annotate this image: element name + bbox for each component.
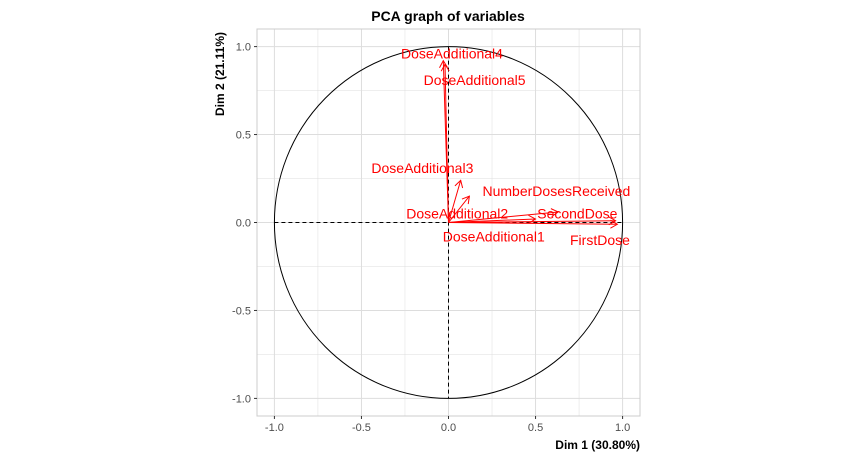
x-tick-label: 0.5: [528, 422, 543, 434]
label-seconddose: SecondDose: [537, 206, 617, 222]
label-layer: DoseAdditional4 DoseAdditional5 DoseAdditi…: [371, 46, 630, 248]
y-tick-label: 0.0: [236, 218, 251, 230]
y-tick-label: -0.5: [232, 305, 251, 317]
label-firstdose: FirstDose: [570, 232, 630, 248]
arrowhead-doseadditional3: [454, 179, 464, 189]
arrowhead-numberdosesreceived: [550, 208, 560, 217]
x-tick-label: 1.0: [615, 422, 630, 434]
arrowhead-doseadditional2: [461, 195, 471, 205]
chart-title: PCA graph of variables: [371, 8, 525, 24]
arrowhead-firstdose: [610, 219, 619, 229]
arrowhead-seconddose: [608, 216, 617, 226]
arrowhead-doseadditional1: [528, 214, 537, 224]
y-tick-label: 0.5: [236, 130, 251, 142]
arrow-layer: [439, 59, 619, 229]
arrow-numberdosesreceived: [448, 211, 559, 223]
label-doseadditional5: DoseAdditional5: [424, 72, 526, 88]
y-tick-label: 1.0: [236, 42, 251, 54]
label-numberdosesreceived: NumberDosesReceived: [483, 183, 631, 199]
arrow-doseadditional2: [448, 195, 470, 223]
x-axis-label: Dim 1 (30.80%): [555, 438, 640, 452]
label-doseadditional4: DoseAdditional4: [401, 46, 503, 62]
arrow-firstdose: [448, 222, 618, 225]
arrow-doseadditional1: [448, 218, 536, 223]
y-tick-label: -1.0: [232, 393, 251, 405]
arrow-doseadditional3: [448, 180, 462, 223]
y-axis-label: Dim 2 (21.11%): [213, 32, 227, 116]
arrowhead-doseadditional5: [440, 63, 450, 72]
arrow-doseadditional5: [444, 64, 449, 223]
x-tick-label: -1.0: [265, 422, 284, 434]
x-tick-label: -0.5: [352, 422, 371, 434]
label-doseadditional2: DoseAdditional2: [406, 206, 508, 222]
label-doseadditional1: DoseAdditional1: [443, 229, 545, 245]
x-tick-label: 0.0: [441, 422, 456, 434]
tick-layer: -1.0 -0.5 0.0 0.5 1.0 -1.0 -0.5 0.0 0.5 1.0: [232, 42, 630, 434]
label-doseadditional3: DoseAdditional3: [371, 160, 473, 176]
